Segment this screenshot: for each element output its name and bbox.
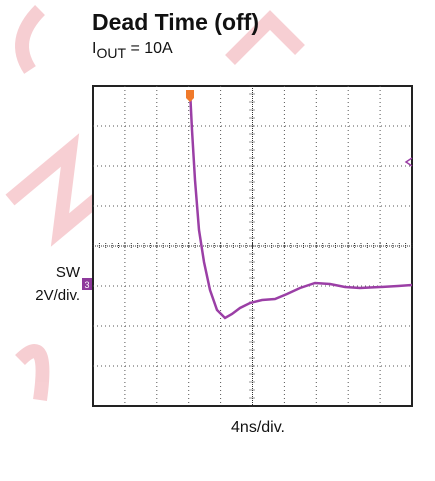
chart-title: Dead Time (off): [92, 9, 259, 35]
trigger-marker: [186, 90, 194, 102]
subtitle-subscript: OUT: [96, 45, 126, 61]
channel-marker: 3: [84, 280, 89, 290]
level-marker: [404, 157, 413, 167]
channel-marker-box: [82, 278, 92, 290]
grid: [92, 85, 413, 407]
watermark-stroke: [15, 5, 46, 74]
watermark-stroke: [15, 344, 50, 401]
subtitle: IOUT = 10A: [92, 40, 173, 61]
channel-name: SW: [56, 264, 81, 281]
watermark: [5, 5, 305, 401]
watermark-stroke: [225, 10, 305, 65]
waveform: [188, 89, 413, 320]
watermark-stroke: [5, 133, 125, 247]
time-scale: 4ns/div.: [231, 419, 285, 436]
subtitle-rest: = 10A: [126, 40, 173, 57]
channel-scale: 2V/div.: [35, 287, 80, 304]
subtitle-symbol: I: [92, 40, 96, 57]
